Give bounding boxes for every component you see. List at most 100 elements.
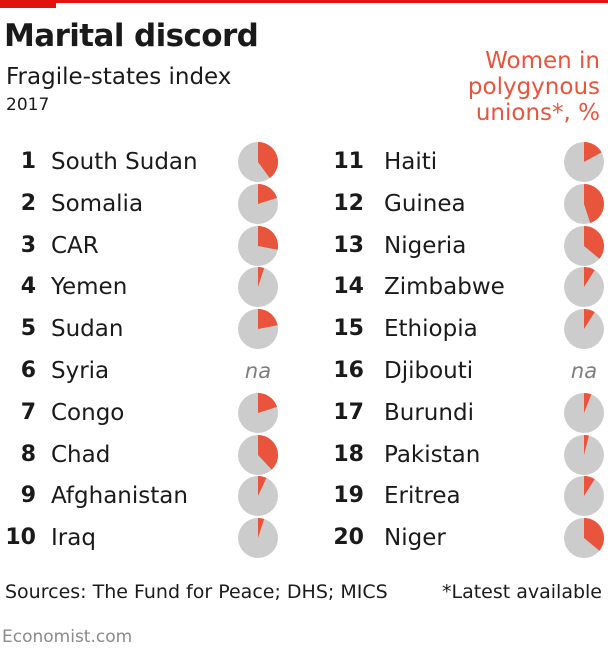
- table-row: 1 South Sudan: [0, 142, 300, 182]
- table-row: 6 Syria na: [0, 351, 300, 391]
- rank-label: 5: [20, 316, 36, 342]
- country-label: Burundi: [384, 399, 474, 426]
- table-row: 17 Burundi: [328, 392, 608, 433]
- pie-slice: [258, 225, 278, 250]
- na-label: na: [570, 359, 598, 383]
- pie-slice: [258, 309, 278, 330]
- rank-label: 16: [333, 358, 364, 383]
- pie-slice: [584, 183, 604, 223]
- top-rule: [0, 0, 608, 3]
- table-row: 2 Somalia: [0, 183, 300, 224]
- table-row: 8 Chad: [0, 434, 300, 475]
- pie-chart: [238, 476, 278, 517]
- pie-chart: [238, 309, 278, 350]
- table-row: 7 Congo: [0, 392, 300, 433]
- country-label: Niger: [384, 525, 446, 552]
- pie-chart: [238, 392, 278, 433]
- rank-label: 11: [333, 149, 364, 174]
- pie-slice: [584, 309, 595, 330]
- table-row: 13 Nigeria: [328, 225, 608, 266]
- pie-chart: [564, 142, 604, 182]
- rank-label: 19: [333, 483, 364, 509]
- table-row: 12 Guinea: [328, 183, 608, 224]
- pie-slice: [584, 434, 589, 455]
- chart-year: 2017: [6, 95, 50, 115]
- rank-label: 6: [20, 358, 36, 383]
- pie-chart: [238, 183, 278, 224]
- rank-label: 15: [333, 316, 364, 342]
- pie-slice: [258, 476, 267, 497]
- table-row: 10 Iraq: [0, 518, 300, 559]
- pie-slice: [584, 142, 602, 162]
- country-label: Somalia: [51, 190, 144, 217]
- country-label: Syria: [51, 358, 110, 384]
- table-row: 11 Haiti: [328, 142, 608, 182]
- na-label: na: [244, 359, 272, 383]
- table-row: 14 Zimbabwe: [328, 267, 608, 308]
- country-label: Iraq: [51, 525, 96, 552]
- country-label: Sudan: [51, 316, 124, 343]
- rank-label: 1: [20, 149, 36, 174]
- pie-slice: [258, 142, 278, 179]
- pie-chart: [564, 476, 604, 517]
- table-row: 5 Sudan: [0, 309, 300, 350]
- pie-chart: [238, 225, 278, 266]
- country-label: Afghanistan: [51, 483, 188, 510]
- pie-chart: [238, 267, 278, 308]
- chart-subtitle: Fragile-states index: [6, 64, 232, 90]
- country-label: Nigeria: [384, 232, 467, 259]
- country-label: Eritrea: [384, 483, 461, 510]
- country-label: Djibouti: [384, 358, 474, 384]
- country-label: Congo: [51, 399, 125, 426]
- pie-chart: [238, 518, 278, 559]
- country-label: Ethiopia: [384, 316, 478, 343]
- pie-chart: [564, 518, 604, 559]
- table-row: 20 Niger: [328, 518, 608, 559]
- rank-label: 3: [20, 232, 36, 258]
- publisher-credit: Economist.com: [2, 627, 133, 647]
- table-row: 9 Afghanistan: [0, 476, 300, 517]
- sources-note: Sources: The Fund for Peace; DHS; MICS: [5, 581, 388, 603]
- table-row: 15 Ethiopia: [328, 309, 608, 350]
- pie-slice: [258, 518, 265, 539]
- table-row: 18 Pakistan: [328, 434, 608, 475]
- pie-slice: [258, 434, 278, 470]
- pie-chart: [564, 183, 604, 224]
- rank-label: 20: [333, 525, 364, 551]
- pie-chart: [238, 142, 278, 182]
- pie-chart: [238, 434, 278, 475]
- table-row: 3 CAR: [0, 225, 300, 266]
- pie-chart: [564, 267, 604, 308]
- country-label: Guinea: [384, 190, 466, 217]
- footnote: *Latest available: [441, 581, 602, 603]
- chart-title: Marital discord: [4, 18, 259, 54]
- rank-label: 12: [333, 190, 364, 216]
- pie-chart: [564, 225, 604, 266]
- pie-chart: [564, 392, 604, 433]
- pie-chart: [564, 309, 604, 350]
- country-label: Chad: [51, 441, 111, 468]
- pie-slice: [584, 267, 595, 288]
- rank-label: 14: [333, 274, 364, 300]
- country-label: Haiti: [384, 149, 438, 175]
- country-label: Pakistan: [384, 441, 481, 468]
- pie-slice: [584, 392, 592, 413]
- table-row: 16 Djibouti na: [328, 351, 608, 391]
- pie-slice: [258, 183, 278, 204]
- legend-label: Women in polygynous unions*, %: [467, 48, 600, 126]
- pie-slice: [258, 267, 265, 288]
- rank-label: 2: [20, 190, 36, 216]
- pie-slice: [584, 518, 604, 551]
- rank-label: 7: [20, 399, 36, 425]
- rank-label: 4: [20, 274, 36, 300]
- rank-label: 9: [20, 483, 36, 509]
- table-row: 19 Eritrea: [328, 476, 608, 517]
- rank-label: 10: [5, 525, 36, 551]
- table-row: 4 Yemen: [0, 267, 300, 308]
- pie-slice: [258, 392, 278, 413]
- pie-chart: [564, 434, 604, 475]
- pie-slice: [584, 476, 595, 497]
- rank-label: 8: [20, 441, 36, 467]
- country-label: CAR: [51, 232, 99, 259]
